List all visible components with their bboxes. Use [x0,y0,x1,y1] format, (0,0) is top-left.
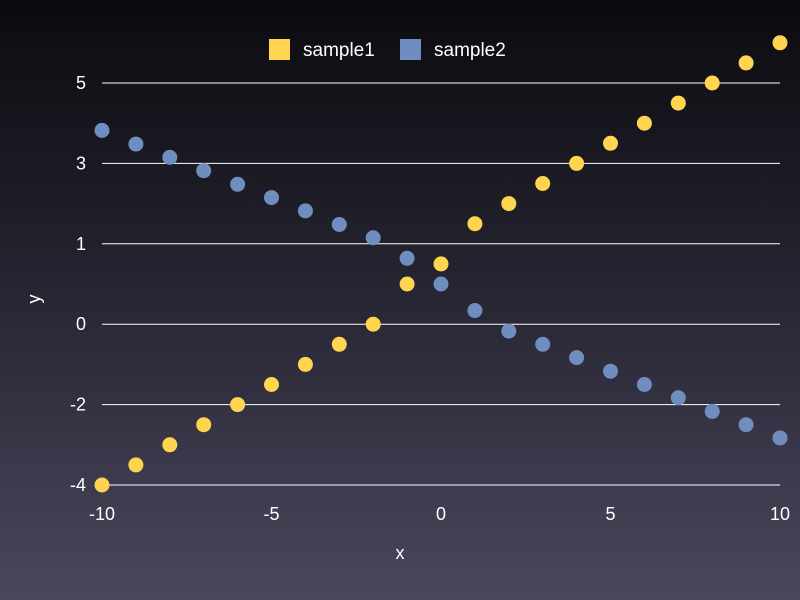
point-sample2[interactable] [603,363,618,379]
legend-label-sample2: sample2 [434,40,506,61]
point-sample2[interactable] [569,350,585,366]
legend-swatch-sample2 [400,39,421,60]
point-sample1[interactable] [264,377,279,392]
point-sample2[interactable] [399,250,415,266]
point-sample2[interactable] [433,276,449,292]
y-tick-label: 1 [76,234,86,254]
point-sample2[interactable] [331,217,347,233]
x-tick-label: 10 [770,504,790,524]
point-sample2[interactable] [670,390,686,406]
x-tick-label: -5 [263,504,279,524]
point-sample1[interactable] [738,55,754,71]
point-sample2[interactable] [94,122,110,138]
point-sample2[interactable] [467,303,483,319]
point-sample2[interactable] [772,430,788,446]
point-sample1[interactable] [772,35,788,51]
y-tick-label: 0 [76,314,86,334]
point-sample2[interactable] [636,377,652,392]
point-sample2[interactable] [501,323,517,339]
legend-swatch-sample1 [269,39,290,60]
point-sample1[interactable] [399,276,415,292]
point-sample1[interactable] [230,397,246,413]
x-tick-label: 5 [605,504,615,524]
x-axis-ticks: -10 -5 0 5 10 [89,504,790,524]
point-sample1[interactable] [94,477,110,493]
x-tick-label: -10 [89,504,115,524]
point-sample2[interactable] [196,163,212,179]
y-tick-label: 5 [76,73,86,93]
point-sample2[interactable] [365,230,381,246]
point-sample1[interactable] [501,196,517,212]
x-tick-label: 0 [436,504,446,524]
point-sample2[interactable] [264,190,279,206]
point-sample2[interactable] [535,336,551,352]
legend-item-sample2[interactable]: sample2 [400,39,506,61]
point-sample2[interactable] [704,403,720,419]
y-axis-title: y [24,295,44,304]
point-sample1[interactable] [196,417,212,433]
point-sample1[interactable] [162,437,178,453]
y-tick-label: 3 [76,153,86,173]
point-sample1[interactable] [704,75,720,91]
point-sample1[interactable] [535,176,551,191]
point-sample1[interactable] [603,135,618,151]
point-sample2[interactable] [230,176,246,192]
legend[interactable]: sample1 sample2 [269,39,506,61]
point-sample2[interactable] [162,149,178,165]
legend-item-sample1[interactable]: sample1 [269,39,375,61]
point-sample1[interactable] [467,216,483,232]
point-sample1[interactable] [331,336,347,352]
y-axis-ticks: -4 -2 0 1 3 5 [70,73,86,495]
point-sample1[interactable] [365,316,381,332]
gridlines [102,82,780,486]
point-sample2[interactable] [128,136,144,152]
y-tick-label: -4 [70,475,86,495]
series-sample2 [94,122,788,446]
point-sample1[interactable] [569,155,585,171]
series-sample1 [94,35,788,493]
legend-label-sample1: sample1 [303,40,375,61]
y-tick-label: -2 [70,395,86,415]
point-sample1[interactable] [297,356,313,372]
point-sample1[interactable] [636,115,652,131]
point-sample2[interactable] [297,203,313,219]
point-sample1[interactable] [670,95,686,111]
x-axis-title: x [396,543,405,563]
point-sample2[interactable] [738,417,754,433]
point-sample1[interactable] [128,457,144,473]
point-sample1[interactable] [433,256,449,272]
data-series [94,35,788,493]
